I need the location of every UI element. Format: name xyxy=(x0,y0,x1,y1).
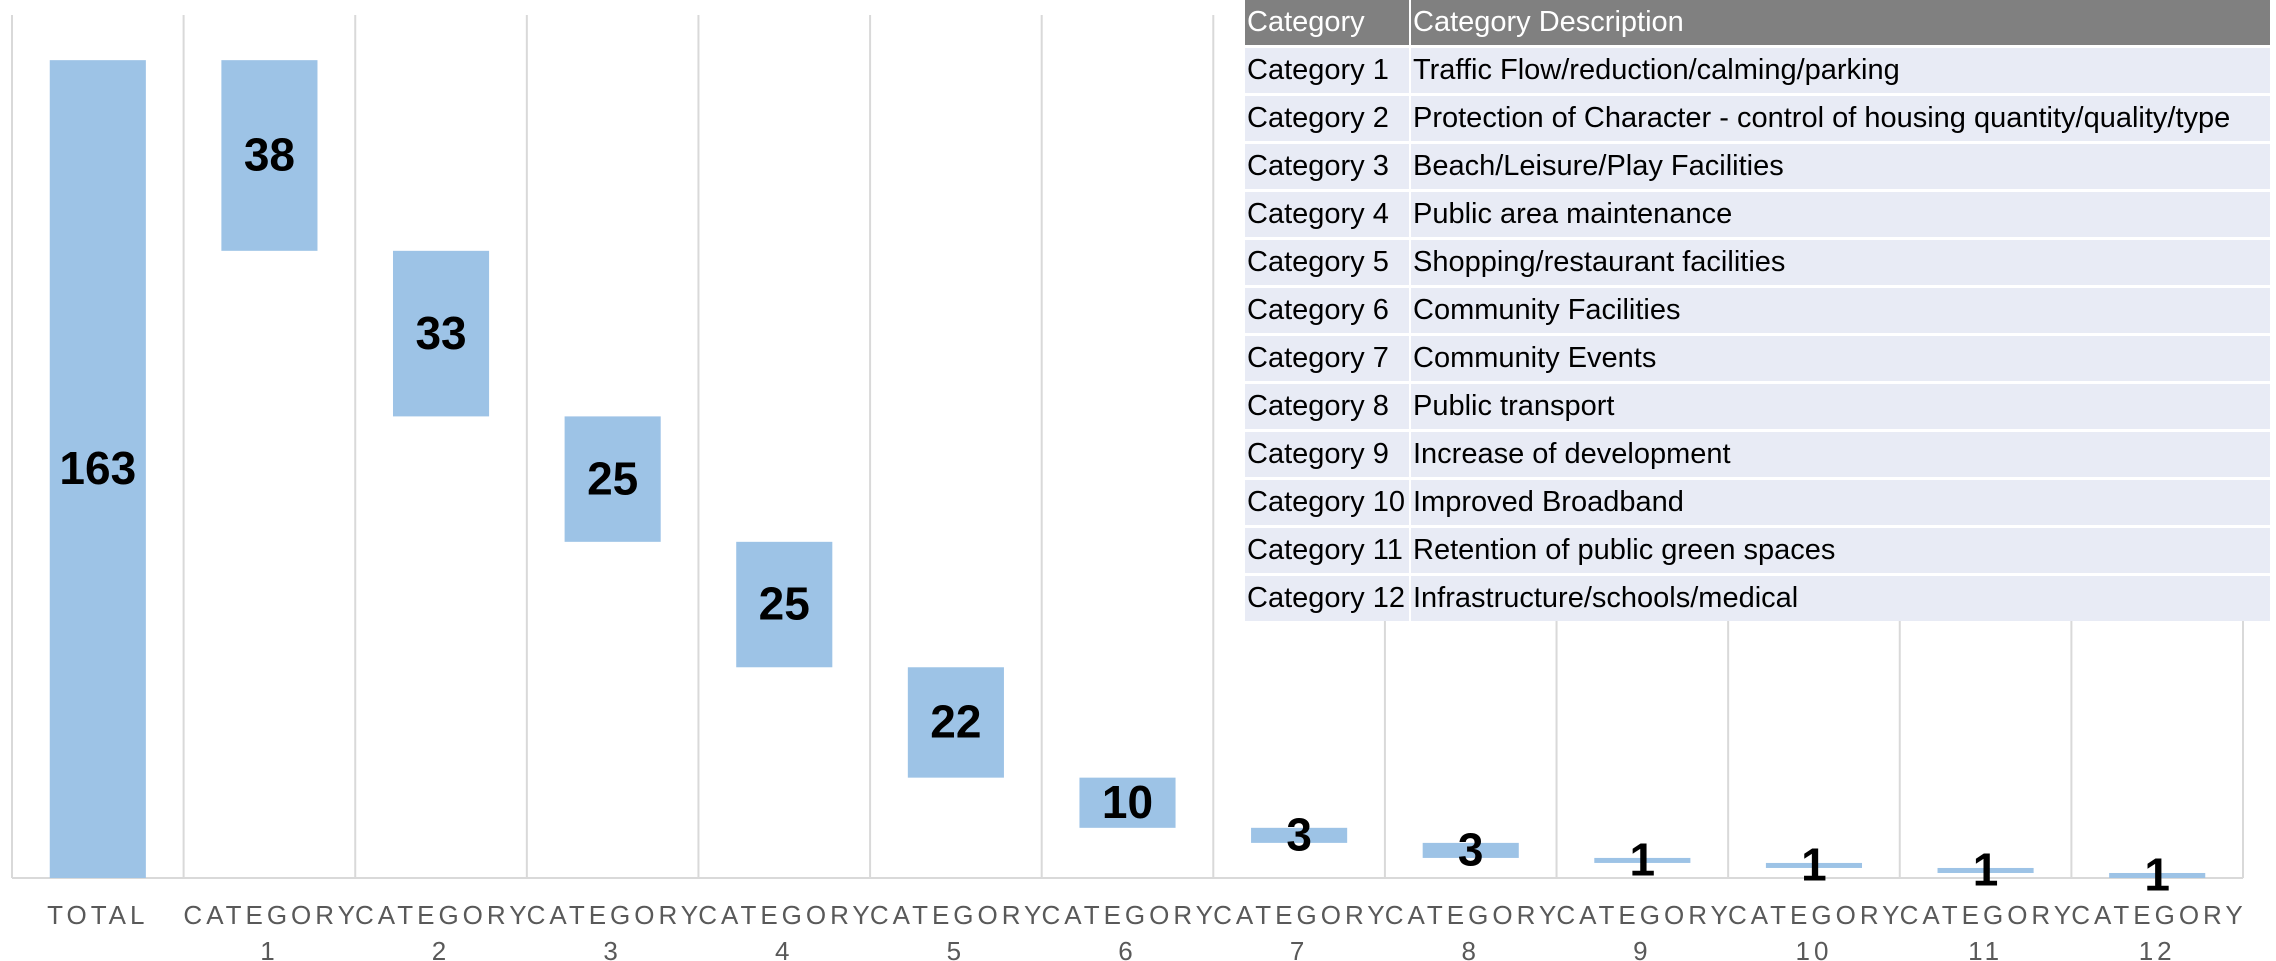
data-label: 25 xyxy=(587,452,638,504)
table-cell: Category 1 xyxy=(1245,45,1411,95)
table-cell: Protection of Character - control of hou… xyxy=(1410,93,2272,143)
table-cell: Beach/Leisure/Play Facilities xyxy=(1410,141,2272,191)
table-cell: Community Facilities xyxy=(1410,285,2272,335)
data-label: 33 xyxy=(415,307,466,359)
x-tick-label: CATEGORY 5 xyxy=(869,900,1046,961)
x-tick-label: CATEGORY 12 xyxy=(2071,900,2247,961)
table-row: Category 2 Protection of Character - cont… xyxy=(1245,93,2272,143)
x-tick-label: TOTAL xyxy=(47,900,149,930)
table-row: Category 3 Beach/Leisure/Play Facilities xyxy=(1245,141,2272,191)
table-row: Category 4 Public area maintenance xyxy=(1245,189,2272,239)
data-label: 22 xyxy=(930,696,981,748)
x-tick-label: CATEGORY 10 xyxy=(1727,900,1904,961)
x-tick-label: CATEGORY 7 xyxy=(1213,900,1389,961)
table-cell: Category 4 xyxy=(1245,189,1411,239)
x-tick-label: CATEGORY 9 xyxy=(1556,900,1732,961)
bar xyxy=(1765,862,1863,868)
x-tick-label: CATEGORY 2 xyxy=(355,900,531,961)
category-table: Category Category Description Category 1… xyxy=(1245,0,2272,621)
x-tick-label: CATEGORY 1 xyxy=(183,900,359,961)
table-cell: Category 12 xyxy=(1245,573,1411,621)
table-row: Category 10 Improved Broadband xyxy=(1245,477,2272,527)
bar xyxy=(1594,857,1691,863)
table-row: Category 1 Traffic Flow/reduction/calming… xyxy=(1245,45,2272,95)
table-cell: Infrastructure/schools/medical xyxy=(1410,573,2272,621)
table-cell: Category 9 xyxy=(1245,429,1411,479)
table-cell: Category 5 xyxy=(1245,237,1411,287)
x-tick-label: CATEGORY 11 xyxy=(1899,900,2076,961)
table-cell: Traffic Flow/reduction/calming/parking xyxy=(1410,45,2272,95)
table-cell: Category 3 xyxy=(1245,141,1411,191)
bar xyxy=(1422,842,1519,858)
bar xyxy=(564,416,661,542)
bar xyxy=(221,60,318,251)
bar xyxy=(2109,872,2206,878)
bar xyxy=(907,667,1004,778)
table-row: Category 12 Infrastructure/schools/medica… xyxy=(1245,573,2272,621)
bar xyxy=(49,60,146,878)
bar xyxy=(392,250,490,417)
table-row: Category 11 Retention of public green spa… xyxy=(1245,525,2272,575)
header-cell: Category xyxy=(1245,0,1411,47)
table-header: Category Category Description xyxy=(1245,0,2272,47)
table-row: Category 8 Public transport xyxy=(1245,381,2272,431)
data-label: 1 xyxy=(2144,849,2170,901)
data-label: 25 xyxy=(759,578,810,630)
table-row: Category 6 Community Facilities xyxy=(1245,285,2272,335)
x-tick-label: CATEGORY 3 xyxy=(526,900,703,961)
table-row: Category 5 Shopping/restaurant facilities xyxy=(1245,237,2272,287)
table-cell: Category 10 xyxy=(1245,477,1411,527)
data-label: 3 xyxy=(1286,809,1312,861)
bar xyxy=(1937,867,2034,873)
table-cell: Category 6 xyxy=(1245,285,1411,335)
data-label: 3 xyxy=(1458,824,1484,876)
table-cell: Category 7 xyxy=(1245,333,1411,383)
table-cell: Public transport xyxy=(1410,381,2272,431)
table-cell: Community Events xyxy=(1410,333,2272,383)
bar xyxy=(1251,827,1348,843)
data-label: 10 xyxy=(1102,776,1153,828)
x-tick-label: CATEGORY 6 xyxy=(1041,900,1218,961)
table-cell: Category 11 xyxy=(1245,525,1411,575)
header-cell: Category Description xyxy=(1410,0,2272,47)
table-cell: Shopping/restaurant facilities xyxy=(1410,237,2272,287)
bar xyxy=(1079,777,1176,828)
data-label: 163 xyxy=(59,442,136,494)
x-tick-label: CATEGORY 4 xyxy=(698,900,874,961)
data-label: 1 xyxy=(1801,839,1827,891)
data-label: 38 xyxy=(244,129,295,181)
x-tick-label: CATEGORY 8 xyxy=(1384,900,1561,961)
data-label: 1 xyxy=(1630,834,1656,886)
table-cell: Retention of public green spaces xyxy=(1410,525,2272,575)
table-cell: Improved Broadband xyxy=(1410,477,2272,527)
table-cell: Increase of development xyxy=(1410,429,2272,479)
table-row: Category 7 Community Events xyxy=(1245,333,2272,383)
table-row: Category 9 Increase of development xyxy=(1245,429,2272,479)
bar xyxy=(736,541,833,668)
table-cell: Category 8 xyxy=(1245,381,1411,431)
data-label: 1 xyxy=(1973,844,1999,896)
table-cell: Category 2 xyxy=(1245,93,1411,143)
table-cell: Public area maintenance xyxy=(1410,189,2272,239)
